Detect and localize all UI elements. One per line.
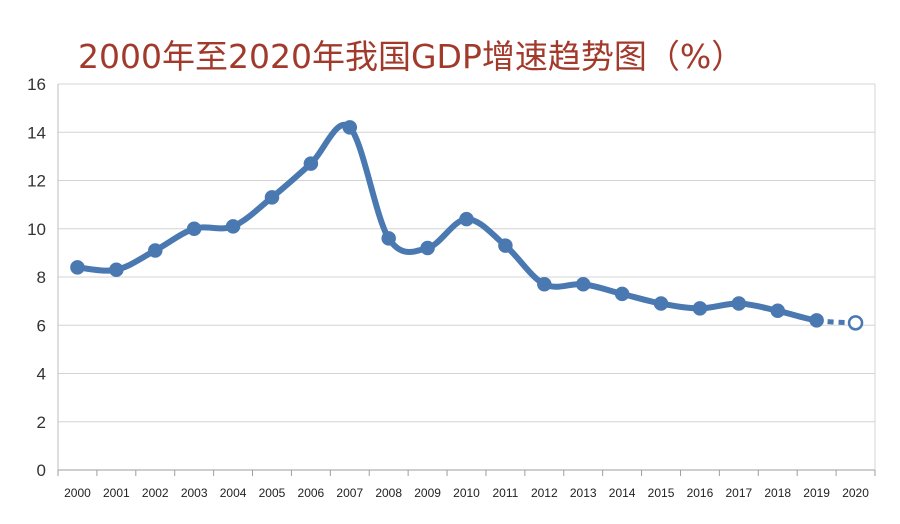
- x-tick-label-2001: 2001: [103, 486, 130, 500]
- x-tick-label-2012: 2012: [531, 486, 558, 500]
- x-tick-label-2008: 2008: [375, 486, 402, 500]
- y-tick-label-8: 8: [37, 268, 46, 287]
- data-point-2008: [381, 231, 396, 246]
- x-tick-label-2000: 2000: [64, 486, 91, 500]
- data-point-2000: [70, 260, 85, 275]
- data-point-2012: [537, 276, 552, 292]
- x-tick-label-2018: 2018: [764, 486, 791, 500]
- data-point-2004: [225, 219, 241, 234]
- x-tick-label-2013: 2013: [570, 486, 597, 500]
- data-point-2001: [109, 262, 124, 278]
- x-tick-label-2011: 2011: [492, 486, 518, 500]
- x-tick-label-2009: 2009: [414, 486, 441, 500]
- x-tick-label-2010: 2010: [453, 486, 480, 500]
- data-point-2014: [614, 286, 630, 302]
- y-tick-label-14: 14: [27, 123, 46, 142]
- data-point-2009: [420, 240, 435, 256]
- x-tick-label-2007: 2007: [336, 486, 363, 500]
- data-point-2003: [186, 221, 202, 236]
- y-tick-label-6: 6: [37, 316, 46, 335]
- data-point-2002: [148, 243, 163, 258]
- data-point-2006: [303, 156, 319, 171]
- data-point-2005: [264, 190, 280, 205]
- x-tick-label-2016: 2016: [687, 486, 714, 500]
- y-tick-label-16: 16: [27, 75, 46, 94]
- x-tick-label-2020: 2020: [842, 486, 869, 500]
- data-point-2013: [575, 276, 591, 292]
- x-tick-label-2015: 2015: [648, 486, 675, 500]
- x-tick-label-2004: 2004: [220, 486, 247, 500]
- data-point-2011: [498, 238, 513, 253]
- x-tick-label-2002: 2002: [142, 486, 169, 500]
- x-tick-label-2019: 2019: [803, 486, 830, 500]
- chart-title: 2000年至2020年我国GDP增速趋势图（%）: [78, 37, 745, 76]
- y-tick-label-0: 0: [37, 461, 46, 480]
- x-tick-label-2006: 2006: [298, 486, 325, 500]
- data-point-2015: [653, 296, 669, 311]
- y-tick-label-10: 10: [27, 220, 46, 239]
- x-tick-label-2003: 2003: [181, 486, 208, 500]
- y-tick-label-4: 4: [37, 365, 46, 384]
- data-point-2020: [847, 315, 864, 331]
- data-point-2017: [731, 296, 747, 311]
- x-tick-label-2005: 2005: [259, 486, 286, 500]
- data-point-2016: [692, 301, 708, 316]
- series-line: [74, 122, 820, 324]
- data-point-2007: [342, 120, 358, 135]
- y-tick-label-12: 12: [27, 172, 46, 191]
- data-point-2018: [770, 303, 785, 319]
- x-tick-label-2017: 2017: [725, 486, 752, 500]
- y-tick-label-2: 2: [37, 413, 46, 432]
- data-point-2010: [459, 211, 474, 227]
- data-point-2019: [809, 313, 824, 328]
- x-tick-label-2014: 2014: [609, 486, 636, 500]
